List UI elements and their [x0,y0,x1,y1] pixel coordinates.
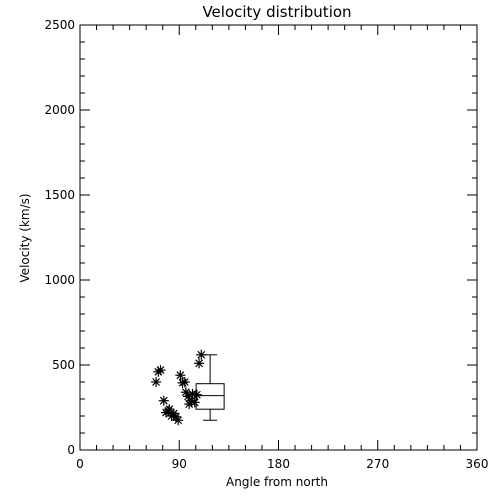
y-tick-label: 2000 [44,103,75,117]
y-tick-label: 0 [67,443,75,457]
data-point [158,395,169,406]
x-tick-label: 180 [267,457,290,471]
data-point [194,358,205,369]
y-tick-label: 1000 [44,273,75,287]
y-tick-label: 500 [52,358,75,372]
data-point [155,365,166,376]
x-axis: 0 90 180 270 360 [76,25,488,471]
data-point [196,349,207,360]
data-points [151,349,207,426]
data-point [173,415,184,426]
boxplot-box [195,383,225,410]
velocity-boxplot [195,354,225,421]
data-point [179,377,190,387]
data-point [175,370,186,381]
data-point [191,389,202,400]
data-point [151,377,162,387]
x-axis-label: Angle from north [226,475,328,489]
x-tick-label: 270 [366,457,389,471]
y-axis: 0 500 1000 1500 2000 2500 [44,18,477,457]
data-point [164,404,175,415]
x-tick-label: 360 [466,457,489,471]
y-axis-label: Velocity (km/s) [18,193,32,282]
data-point [189,397,200,408]
plot-area-frame [79,24,478,451]
x-tick-label: 0 [76,457,84,471]
y-tick-label: 1500 [44,188,75,202]
y-tick-label: 2500 [44,18,75,32]
x-tick-label: 90 [172,457,187,471]
chart-title: Velocity distribution [202,3,351,21]
